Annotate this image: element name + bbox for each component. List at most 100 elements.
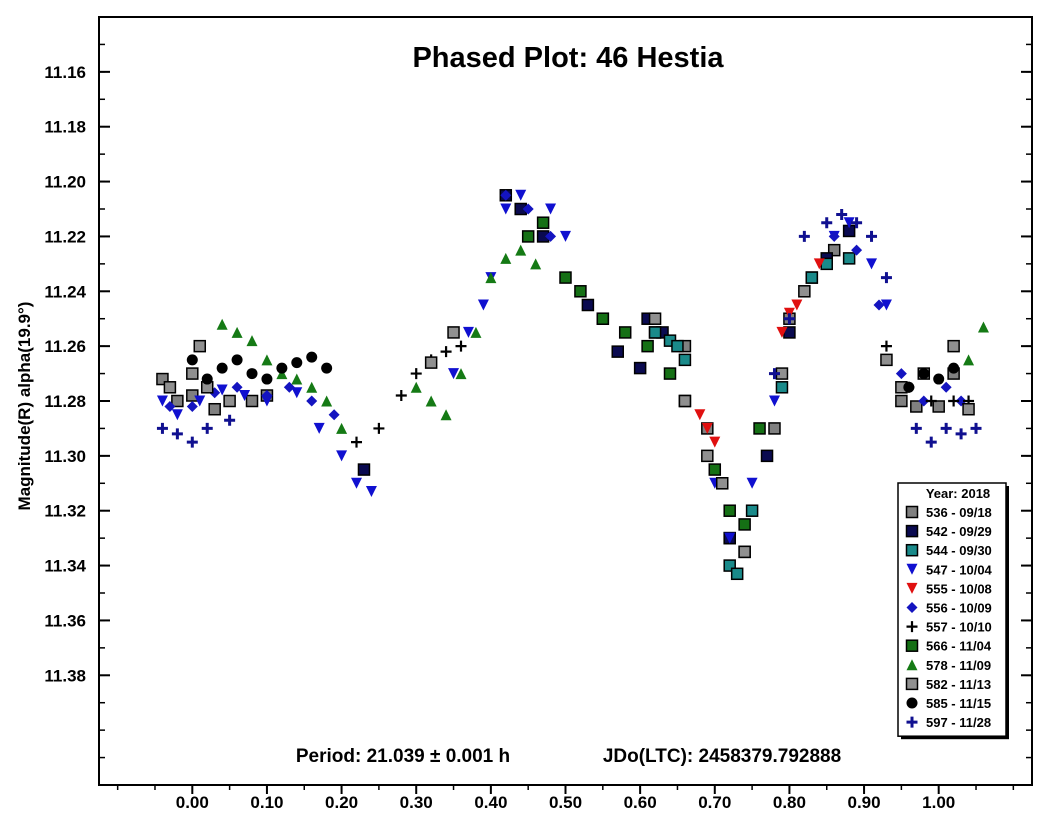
y-tick-label: 11.32 [44, 502, 86, 521]
data-point [328, 409, 340, 421]
data-point [633, 361, 647, 375]
data-point [171, 394, 184, 408]
data-point [440, 409, 452, 421]
data-point [723, 504, 736, 517]
data-point [821, 217, 833, 229]
data-point [880, 340, 892, 352]
data-point [791, 299, 803, 311]
legend-marker [906, 563, 918, 575]
period-annotation: Period: 21.039 ± 0.001 h [296, 746, 510, 767]
data-point [321, 395, 333, 407]
y-tick-label: 11.18 [44, 118, 86, 137]
data-point [425, 395, 437, 407]
x-tick-label: 0.50 [549, 793, 582, 812]
data-point [186, 400, 198, 412]
x-tick-label: 0.90 [848, 793, 881, 812]
data-point [925, 395, 937, 407]
data-point [231, 354, 243, 366]
data-point [910, 422, 922, 434]
data-point [903, 381, 915, 393]
data-point [500, 203, 512, 215]
data-point [925, 436, 937, 448]
data-point [163, 381, 177, 394]
y-axis-label: Magnitude(R) alpha(19.9°) [15, 302, 34, 511]
data-point [231, 326, 243, 338]
data-point [709, 436, 721, 448]
legend-marker [906, 602, 918, 613]
data-point [843, 217, 855, 229]
x-tick-label: 0.70 [698, 793, 731, 812]
data-point [880, 272, 892, 284]
data-point [851, 244, 863, 256]
legend-label: 544 - 09/30 [926, 543, 992, 558]
data-point [306, 395, 318, 407]
data-point [932, 400, 945, 413]
legend-label: 582 - 11/13 [926, 677, 991, 692]
data-point [216, 318, 228, 330]
data-point [873, 299, 885, 311]
data-point [455, 340, 467, 352]
data-point [515, 189, 527, 201]
data-point [410, 381, 422, 393]
y-tick-label: 11.28 [44, 392, 86, 411]
data-point [827, 243, 841, 257]
legend-marker [906, 716, 918, 728]
y-tick-label: 11.36 [44, 611, 86, 630]
data-point [261, 354, 273, 366]
legend-label: 547 - 10/04 [926, 562, 993, 577]
data-point [186, 367, 199, 380]
data-point [470, 326, 482, 338]
data-point [836, 208, 848, 220]
data-point [948, 395, 960, 407]
y-tick-label: 11.22 [44, 227, 86, 246]
data-point [515, 244, 527, 256]
epoch-annotation: JDo(LTC): 2458379.792888 [603, 746, 841, 767]
data-point [828, 230, 840, 242]
data-point [351, 477, 363, 489]
data-point [186, 436, 198, 448]
data-point [842, 252, 856, 265]
data-point [708, 463, 722, 476]
data-point [648, 312, 662, 325]
series-5 [164, 189, 967, 421]
data-point [745, 504, 759, 517]
data-point [291, 373, 303, 385]
data-point [351, 436, 363, 448]
data-point [947, 339, 960, 353]
x-tick-label: 0.30 [400, 793, 433, 812]
data-point [866, 230, 878, 242]
series-11 [156, 208, 982, 448]
data-point [522, 203, 534, 215]
data-point [521, 230, 535, 243]
data-point [641, 339, 654, 353]
series-10 [186, 351, 960, 393]
data-point [321, 362, 333, 374]
data-point [776, 326, 788, 338]
data-point [701, 449, 714, 463]
data-point [581, 298, 595, 312]
x-tick-label: 0.80 [773, 793, 806, 812]
legend-label: 597 - 11/28 [926, 715, 991, 730]
data-point [201, 422, 213, 434]
data-point [447, 326, 460, 339]
data-point [224, 414, 236, 426]
data-point [910, 400, 923, 413]
data-point [918, 395, 930, 407]
data-point [477, 299, 489, 311]
x-tick-label: 0.40 [474, 793, 507, 812]
data-point [336, 450, 348, 462]
data-point [701, 422, 713, 434]
data-point [171, 409, 183, 421]
data-point [805, 271, 819, 284]
data-point [231, 381, 243, 393]
data-point [715, 477, 729, 490]
legend-marker [906, 659, 918, 671]
data-point [194, 395, 206, 407]
legend-label: 542 - 09/29 [926, 524, 992, 539]
data-point [245, 394, 259, 408]
data-point [760, 449, 774, 463]
data-point [156, 422, 168, 434]
data-point [223, 394, 236, 408]
data-point [395, 390, 407, 402]
